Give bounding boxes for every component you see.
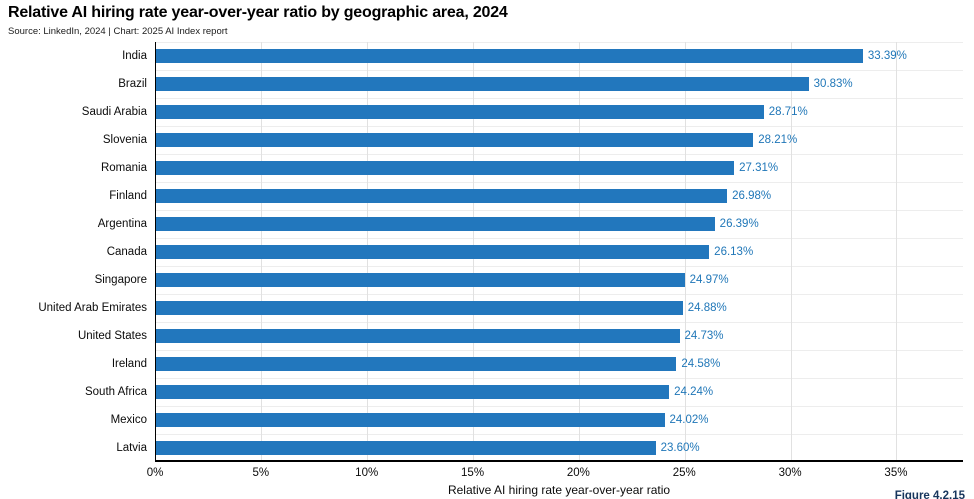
bar-canada	[156, 245, 710, 259]
bar-row: 24.88%	[156, 294, 963, 322]
category-label: Saudi Arabia	[81, 106, 147, 118]
bar-romania	[156, 161, 735, 175]
bar-row: 26.39%	[156, 210, 963, 238]
category-label: Latvia	[116, 442, 147, 454]
bar-value-label: 28.71%	[768, 106, 808, 118]
bar-singapore	[156, 273, 685, 287]
bar-row: 23.60%	[156, 434, 963, 462]
bar-south-africa	[156, 385, 670, 399]
plot-area: 33.39% 30.83% 28.71% 28.21% 27.31% 26.98% 26.3…	[155, 42, 963, 462]
bar-value-label: 24.97%	[689, 274, 729, 286]
category-label: Romania	[100, 162, 147, 174]
category-label: Ireland	[111, 358, 147, 370]
horizontal-gridline	[156, 350, 963, 351]
horizontal-gridline	[156, 294, 963, 295]
bar-mexico	[156, 413, 665, 427]
bar-row: 27.31%	[156, 154, 963, 182]
horizontal-gridline	[156, 70, 963, 71]
figure-number-label: Figure 4.2.15	[894, 490, 965, 499]
x-tick-label: 30%	[778, 467, 802, 479]
bar-row: 24.02%	[156, 406, 963, 434]
bar-value-label: 30.83%	[813, 78, 853, 90]
bar-value-label: 26.39%	[719, 218, 759, 230]
horizontal-gridline	[156, 42, 963, 43]
chart-title: Relative AI hiring rate year-over-year r…	[8, 4, 508, 21]
bar-value-label: 26.13%	[714, 246, 754, 258]
bar-value-label: 24.58%	[681, 358, 721, 370]
bar-united-states	[156, 329, 680, 343]
x-tick-label: 5%	[252, 467, 270, 479]
category-label: United States	[77, 330, 147, 342]
horizontal-gridline	[156, 406, 963, 407]
bar-value-label: 33.39%	[867, 50, 907, 62]
horizontal-gridline	[156, 322, 963, 323]
bar-slovenia	[156, 133, 754, 147]
category-label: Brazil	[118, 78, 147, 90]
horizontal-gridline	[156, 238, 963, 239]
bar-value-label: 26.98%	[732, 190, 772, 202]
horizontal-gridline	[156, 182, 963, 183]
bar-row: 26.98%	[156, 182, 963, 210]
bar-row: 24.58%	[156, 350, 963, 378]
category-label: Mexico	[110, 414, 147, 426]
horizontal-gridline	[156, 210, 963, 211]
category-label: Canada	[106, 246, 147, 258]
bar-value-label: 27.31%	[739, 162, 779, 174]
category-label: Singapore	[94, 274, 147, 286]
bar-row: 24.73%	[156, 322, 963, 350]
y-axis-labels: India Brazil Saudi Arabia Slovenia Romania Fi…	[0, 42, 147, 462]
bar-row: 26.13%	[156, 238, 963, 266]
bar-brazil	[156, 77, 809, 91]
horizontal-gridline	[156, 126, 963, 127]
bar-row: 24.97%	[156, 266, 963, 294]
bar-latvia	[156, 441, 656, 455]
category-label: Slovenia	[102, 134, 147, 146]
category-label: South Africa	[84, 386, 147, 398]
x-axis-title: Relative AI hiring rate year-over-year r…	[447, 483, 671, 497]
bar-saudi-arabia	[156, 105, 764, 119]
bar-row: 30.83%	[156, 70, 963, 98]
bar-value-label: 23.60%	[660, 442, 700, 454]
horizontal-gridline	[156, 266, 963, 267]
bar-argentina	[156, 217, 715, 231]
category-label: United Arab Emirates	[38, 302, 147, 314]
category-label: Argentina	[97, 218, 147, 230]
vertical-gridline	[790, 42, 792, 460]
bar-row: 28.21%	[156, 126, 963, 154]
bar-row: 33.39%	[156, 42, 963, 70]
horizontal-gridline	[156, 154, 963, 155]
horizontal-gridline	[156, 434, 963, 435]
bar-value-label: 24.73%	[684, 330, 724, 342]
bar-value-label: 24.24%	[674, 386, 714, 398]
horizontal-gridline	[156, 98, 963, 99]
bar-value-label: 28.21%	[758, 134, 798, 146]
bar-united-arab-emirates	[156, 301, 683, 315]
x-tick-label: 0%	[146, 467, 164, 479]
vertical-gridline	[896, 42, 898, 460]
bar-value-label: 24.02%	[669, 414, 709, 426]
bar-value-label: 24.88%	[687, 302, 727, 314]
bar-row: 28.71%	[156, 98, 963, 126]
bar-india	[156, 49, 863, 63]
x-tick-label: 10%	[355, 467, 379, 479]
x-tick-label: 25%	[672, 467, 696, 479]
category-label: Finland	[109, 190, 147, 202]
bar-finland	[156, 189, 728, 203]
x-tick-label: 35%	[884, 467, 908, 479]
bar-ireland	[156, 357, 677, 371]
chart-source-caption: Source: LinkedIn, 2024 | Chart: 2025 AI …	[8, 26, 228, 37]
x-tick-label: 20%	[566, 467, 590, 479]
bar-row: 24.24%	[156, 378, 963, 406]
category-label: India	[122, 50, 147, 62]
horizontal-gridline	[156, 378, 963, 379]
x-axis-tick-labels: 0% 5% 10% 15% 20% 25% 30% 35%	[147, 467, 963, 482]
x-tick-label: 15%	[461, 467, 485, 479]
